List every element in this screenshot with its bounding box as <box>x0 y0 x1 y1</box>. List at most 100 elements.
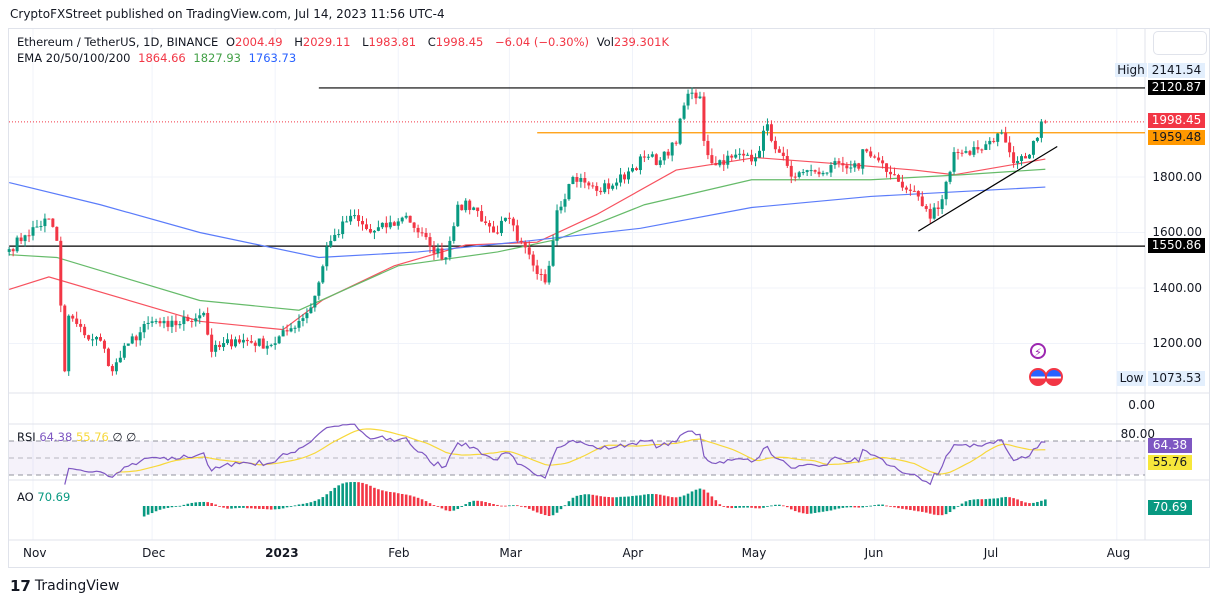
candle-body <box>849 167 853 169</box>
ao-bar <box>508 505 511 507</box>
candle-body <box>420 232 424 234</box>
ao-bar <box>960 503 964 506</box>
candle-body <box>690 92 694 94</box>
candle-body <box>79 323 83 327</box>
ao-bar <box>313 500 317 506</box>
candle-body <box>444 257 448 260</box>
rsi-legend[interactable]: RSI 64.38 55.76 ∅ ∅ <box>17 430 136 444</box>
candle-body <box>539 274 543 276</box>
scale-settings-button[interactable] <box>1153 31 1207 55</box>
candle-body <box>603 183 607 193</box>
candle-body <box>452 226 456 241</box>
high-value: 2029.11 <box>302 35 351 49</box>
publisher-line: CryptoFXStreet published on TradingView.… <box>10 7 445 21</box>
candle-body <box>968 151 972 155</box>
ao-bar <box>329 491 333 506</box>
candle-body <box>746 154 750 156</box>
ao-bar <box>853 506 857 508</box>
brand-name: TradingView <box>34 578 120 594</box>
candle-body <box>27 235 31 237</box>
candle-body <box>805 170 809 173</box>
ao-bar <box>333 487 337 506</box>
candle-body <box>380 222 384 228</box>
candle-body <box>194 318 198 322</box>
candle-body <box>400 217 404 222</box>
candle-body <box>1012 152 1016 164</box>
candle-body <box>722 160 726 165</box>
candle-body <box>472 207 476 210</box>
ao-bar <box>559 506 563 510</box>
ao-bar <box>543 506 547 516</box>
close-value: 1998.45 <box>435 35 484 49</box>
candle-body <box>1043 121 1047 123</box>
low-marker-value: 1073.53 <box>1148 371 1205 386</box>
ao-bar <box>527 506 531 509</box>
ao-bar <box>917 506 920 512</box>
ao-bar <box>928 506 932 514</box>
ao-bar <box>206 502 209 506</box>
candle-body <box>1027 154 1031 159</box>
ao-bar <box>905 506 908 510</box>
candle-body <box>591 185 595 187</box>
ao-bar <box>698 488 702 506</box>
candle-body <box>249 341 253 343</box>
candle-body <box>527 247 531 255</box>
ao-bar <box>710 496 714 506</box>
candle-body <box>988 140 992 145</box>
rsi-tag: 64.38 <box>1148 438 1192 453</box>
ao-bar <box>480 501 483 506</box>
candle-body <box>627 171 630 180</box>
candle-body <box>531 254 535 266</box>
candle-body <box>142 324 146 333</box>
candle-body <box>11 249 15 252</box>
tradingview-logo[interactable]: 𝟭𝟳 TradingView <box>10 577 119 595</box>
candle-body <box>325 246 329 267</box>
ao-bar <box>238 506 241 508</box>
candle-body <box>1035 137 1039 141</box>
candle-body <box>495 232 499 234</box>
ao-bar <box>416 497 420 506</box>
candle-body <box>892 174 896 176</box>
candle-body <box>686 93 690 106</box>
ao-bar <box>706 492 710 506</box>
rsi-line <box>64 423 1046 486</box>
ao-bar <box>567 501 571 506</box>
ao-bar <box>738 506 741 508</box>
us-flag-icon[interactable] <box>1045 368 1063 386</box>
ao-bar <box>805 506 809 514</box>
candle-body <box>404 215 408 218</box>
candle-body <box>233 339 237 347</box>
symbol-name[interactable]: Ethereum / TetherUS, 1D, BINANCE <box>17 35 219 49</box>
candle-body <box>321 266 325 283</box>
ao-bar <box>821 506 825 512</box>
ao-legend[interactable]: AO 70.69 <box>17 490 70 504</box>
candle-body <box>440 248 444 260</box>
ao-bar <box>305 503 309 506</box>
ao-bar <box>361 482 364 506</box>
ao-bar <box>166 506 170 508</box>
candle-body <box>996 133 1000 142</box>
candle-body <box>543 274 547 283</box>
candle-body <box>499 220 503 234</box>
candle-body <box>210 334 214 352</box>
candle-body <box>480 211 484 222</box>
candle-body <box>281 330 285 337</box>
candle-body <box>468 200 472 210</box>
ao-bar <box>476 500 479 506</box>
ao-bar <box>547 506 551 516</box>
ao-bar <box>897 506 900 509</box>
ema-legend[interactable]: EMA 20/50/100/200 1864.66 1827.93 1763.7… <box>17 51 300 65</box>
candle-body <box>730 155 734 158</box>
time-tick: Jun <box>864 546 884 560</box>
candle-body <box>1008 142 1012 153</box>
ao-bar <box>571 497 575 506</box>
ao-bar <box>881 504 884 506</box>
lightning-icon[interactable]: ⚡ <box>1030 343 1046 359</box>
ao-bar <box>563 505 567 507</box>
candle-body <box>114 362 118 372</box>
ao-bar <box>758 506 761 509</box>
ao-bar <box>829 506 833 511</box>
ao-bar <box>325 494 329 506</box>
candle-body <box>710 155 714 164</box>
